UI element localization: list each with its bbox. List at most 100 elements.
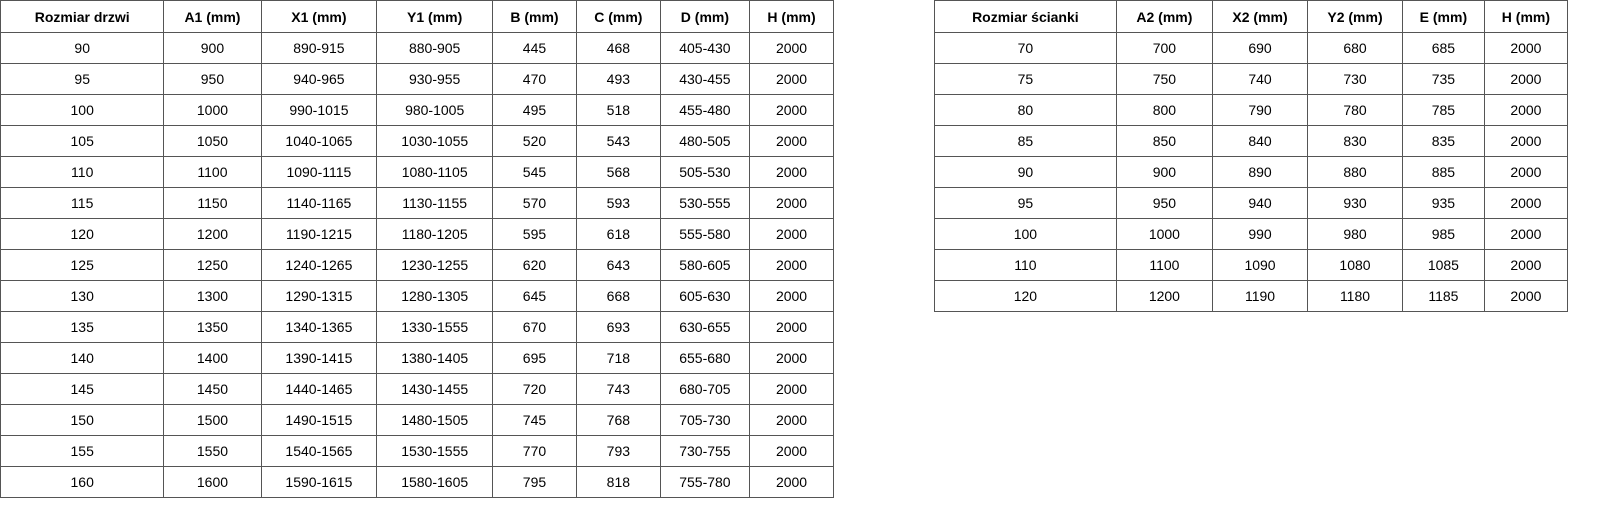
column-header: E (mm) bbox=[1401, 0, 1485, 33]
table-cell: 1085 bbox=[1401, 249, 1485, 281]
table-cell: 1190 bbox=[1212, 280, 1309, 312]
table-cell: 105 bbox=[0, 125, 165, 157]
column-header: Rozmiar ścianki bbox=[934, 0, 1117, 33]
table-cell: 2000 bbox=[749, 187, 834, 219]
table-cell: 2000 bbox=[749, 218, 834, 250]
table-cell: 2000 bbox=[749, 342, 834, 374]
table-cell: 643 bbox=[575, 249, 661, 281]
table-cell: 680 bbox=[1307, 32, 1403, 64]
table-cell: 695 bbox=[492, 342, 577, 374]
table-row: 85 850 840 830 835 2000 bbox=[934, 125, 1569, 157]
table-cell: 1040-1065 bbox=[260, 125, 378, 157]
table-row: 105 1050 1040-1065 1030-1055 520 543 480-505 20… bbox=[0, 125, 834, 157]
table-cell: 2000 bbox=[749, 404, 834, 436]
table-cell: 135 bbox=[0, 311, 165, 343]
table-cell: 90 bbox=[934, 156, 1117, 188]
table-cell: 405-430 bbox=[659, 32, 751, 64]
table-row: 115 1150 1140-1165 1130-1155 570 593 530-555 20… bbox=[0, 187, 834, 219]
column-header: X2 (mm) bbox=[1212, 0, 1309, 33]
table-cell: 2000 bbox=[1483, 63, 1569, 95]
table-cell: 120 bbox=[934, 280, 1117, 312]
table-cell: 2000 bbox=[1483, 249, 1569, 281]
table-cell: 1290-1315 bbox=[260, 280, 378, 312]
table-cell: 1550 bbox=[163, 435, 262, 467]
door-size-table: Rozmiar drzwi A1 (mm) X1 (mm) Y1 (mm) B (mm)… bbox=[0, 0, 834, 498]
table-row: 90 900 890 880 885 2000 bbox=[934, 156, 1569, 188]
table-cell: 1000 bbox=[1115, 218, 1214, 250]
table-cell: 1540-1565 bbox=[260, 435, 378, 467]
table-cell: 2000 bbox=[1483, 125, 1569, 157]
table-cell: 605-630 bbox=[659, 280, 751, 312]
table-cell: 1490-1515 bbox=[260, 404, 378, 436]
table-cell: 1030-1055 bbox=[376, 125, 494, 157]
table-cell: 2000 bbox=[749, 156, 834, 188]
table-cell: 2000 bbox=[749, 125, 834, 157]
table-cell: 1000 bbox=[163, 94, 262, 126]
column-header: A2 (mm) bbox=[1115, 0, 1214, 33]
table-cell: 1180 bbox=[1307, 280, 1403, 312]
table-cell: 543 bbox=[575, 125, 661, 157]
table-row: 140 1400 1390-1415 1380-1405 695 718 655-680 20… bbox=[0, 342, 834, 374]
table-cell: 1600 bbox=[163, 466, 262, 498]
table-cell: 2000 bbox=[1483, 32, 1569, 64]
table-cell: 2000 bbox=[749, 249, 834, 281]
table-cell: 115 bbox=[0, 187, 165, 219]
table-row: 70 700 690 680 685 2000 bbox=[934, 32, 1569, 64]
table-cell: 730 bbox=[1307, 63, 1403, 95]
table-row: 160 1600 1590-1615 1580-1605 795 818 755-780 20… bbox=[0, 466, 834, 498]
table-cell: 95 bbox=[934, 187, 1117, 219]
table-cell: 743 bbox=[575, 373, 661, 405]
column-header: Rozmiar drzwi bbox=[0, 0, 165, 33]
table-cell: 1090 bbox=[1212, 249, 1309, 281]
table-cell: 1080-1105 bbox=[376, 156, 494, 188]
table-cell: 890-915 bbox=[260, 32, 378, 64]
table-cell: 530-555 bbox=[659, 187, 751, 219]
table-row: 100 1000 990-1015 980-1005 495 518 455-480 2000 bbox=[0, 94, 834, 126]
table-cell: 935 bbox=[1401, 187, 1485, 219]
table-row: 90 900 890-915 880-905 445 468 405-430 2000 bbox=[0, 32, 834, 64]
table-cell: 2000 bbox=[749, 32, 834, 64]
table-row: 110 1100 1090 1080 1085 2000 bbox=[934, 249, 1569, 281]
table-cell: 520 bbox=[492, 125, 577, 157]
table-cell: 630-655 bbox=[659, 311, 751, 343]
table-cell: 780 bbox=[1307, 94, 1403, 126]
wall-size-table: Rozmiar ścianki A2 (mm) X2 (mm) Y2 (mm) E (m… bbox=[934, 0, 1569, 312]
table-row: 130 1300 1290-1315 1280-1305 645 668 605-630 20… bbox=[0, 280, 834, 312]
table-cell: 75 bbox=[934, 63, 1117, 95]
table-cell: 445 bbox=[492, 32, 577, 64]
table-cell: 745 bbox=[492, 404, 577, 436]
table-cell: 160 bbox=[0, 466, 165, 498]
table-cell: 618 bbox=[575, 218, 661, 250]
table-cell: 985 bbox=[1401, 218, 1485, 250]
column-header: Y2 (mm) bbox=[1307, 0, 1403, 33]
table-cell: 145 bbox=[0, 373, 165, 405]
table-cell: 150 bbox=[0, 404, 165, 436]
table-cell: 1150 bbox=[163, 187, 262, 219]
table-cell: 155 bbox=[0, 435, 165, 467]
table-cell: 2000 bbox=[749, 466, 834, 498]
column-header: X1 (mm) bbox=[260, 0, 378, 33]
table-cell: 1280-1305 bbox=[376, 280, 494, 312]
column-header: Y1 (mm) bbox=[376, 0, 494, 33]
table-cell: 990-1015 bbox=[260, 94, 378, 126]
table-cell: 1100 bbox=[1115, 249, 1214, 281]
table-cell: 690 bbox=[1212, 32, 1309, 64]
table-cell: 768 bbox=[575, 404, 661, 436]
table-cell: 1380-1405 bbox=[376, 342, 494, 374]
table-cell: 1300 bbox=[163, 280, 262, 312]
table-cell: 1200 bbox=[1115, 280, 1214, 312]
table-row: 110 1100 1090-1115 1080-1105 545 568 505-530 20… bbox=[0, 156, 834, 188]
table-cell: 95 bbox=[0, 63, 165, 95]
table-cell: 493 bbox=[575, 63, 661, 95]
table-cell: 100 bbox=[934, 218, 1117, 250]
table-cell: 755-780 bbox=[659, 466, 751, 498]
table-cell: 2000 bbox=[1483, 218, 1569, 250]
table-cell: 1440-1465 bbox=[260, 373, 378, 405]
table-cell: 770 bbox=[492, 435, 577, 467]
column-header: A1 (mm) bbox=[163, 0, 262, 33]
column-header: B (mm) bbox=[492, 0, 577, 33]
table-cell: 1590-1615 bbox=[260, 466, 378, 498]
table-cell: 70 bbox=[934, 32, 1117, 64]
table-cell: 620 bbox=[492, 249, 577, 281]
table-cell: 740 bbox=[1212, 63, 1309, 95]
